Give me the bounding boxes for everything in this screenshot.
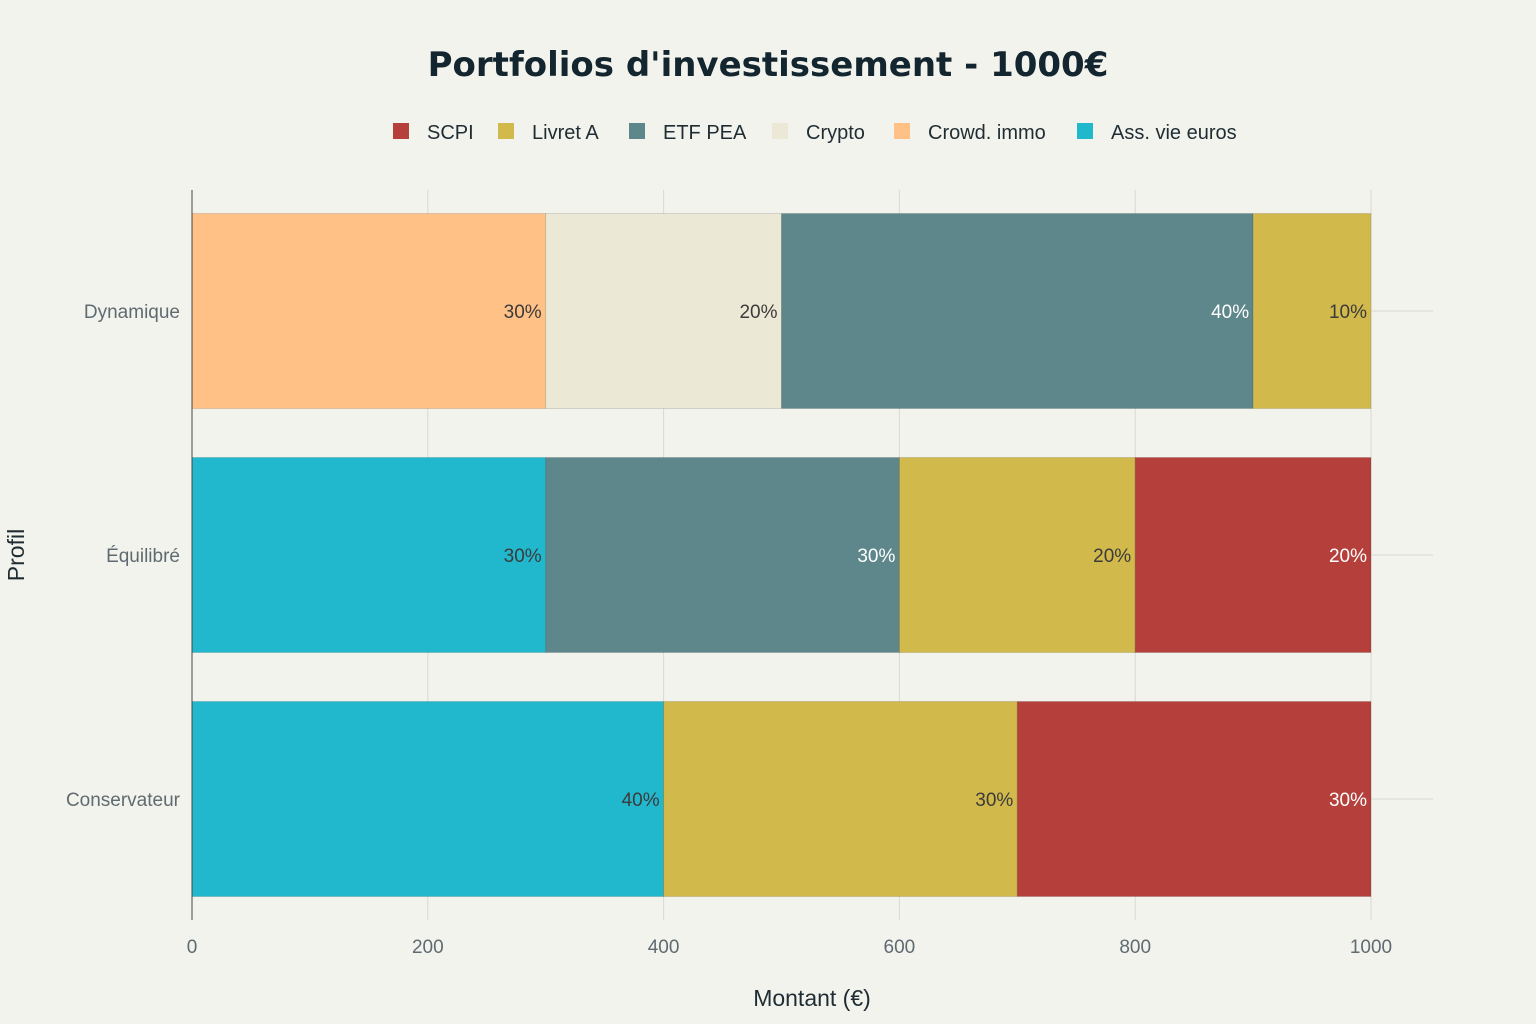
- bar-value-label: 30%: [1329, 790, 1367, 811]
- bars: 30% 20% 40% 10% 30% 30% 20% 20% 40% 30% 30%: [191, 213, 1372, 897]
- legend-swatch: [393, 123, 409, 139]
- legend: SCPI Livret A ETF PEA Crypto Crowd. immo Ass.…: [393, 122, 1237, 144]
- bar-value-label: 20%: [739, 302, 777, 323]
- bar-value-label: 40%: [622, 790, 660, 811]
- bar-segment: [191, 213, 547, 409]
- y-category-label: Conservateur: [66, 790, 181, 811]
- legend-label: Crowd. immo: [928, 122, 1046, 144]
- bar-segment: [545, 457, 900, 653]
- bar-segment: [191, 701, 665, 897]
- legend-swatch: [498, 123, 514, 139]
- x-tick-label: 200: [412, 937, 444, 958]
- legend-label: Crypto: [806, 122, 865, 144]
- legend-swatch: [629, 123, 645, 139]
- bar-value-label: 20%: [1329, 546, 1367, 567]
- bar-segment: [898, 457, 1136, 653]
- y-axis-title: Profil: [3, 529, 29, 581]
- x-tick-label: 1000: [1350, 937, 1392, 958]
- bar-segment: [663, 701, 1018, 897]
- bar-segment: [1252, 213, 1372, 409]
- bar-value-label: 30%: [504, 302, 542, 323]
- legend-swatch: [1077, 123, 1093, 139]
- bar-segment: [1134, 457, 1372, 653]
- legend-label: Ass. vie euros: [1111, 122, 1237, 144]
- legend-label: ETF PEA: [663, 122, 747, 144]
- axes: 0 200 400 600 800 1000 Dynamique Équilibré Conse…: [66, 190, 1392, 958]
- bar-value-label: 20%: [1093, 546, 1131, 567]
- y-category-label: Équilibré: [106, 546, 180, 567]
- legend-swatch: [772, 123, 788, 139]
- legend-swatch: [894, 123, 910, 139]
- legend-label: Livret A: [532, 122, 599, 144]
- x-tick-label: 0: [187, 937, 198, 958]
- bar-value-label: 30%: [857, 546, 895, 567]
- legend-label: SCPI: [427, 122, 474, 144]
- x-axis-title: Montant (€): [753, 985, 871, 1011]
- x-tick-label: 400: [648, 937, 680, 958]
- bar-value-label: 30%: [975, 790, 1013, 811]
- chart-title: Portfolios d'investissement - 1000€: [428, 45, 1109, 85]
- bar-value-label: 30%: [504, 546, 542, 567]
- bar-segment: [1016, 701, 1372, 897]
- x-tick-label: 800: [1119, 937, 1151, 958]
- y-category-label: Dynamique: [84, 302, 180, 323]
- bar-segment: [781, 213, 1254, 409]
- bar-value-label: 40%: [1211, 302, 1249, 323]
- x-tick-label: 600: [884, 937, 916, 958]
- bar-value-label: 10%: [1329, 302, 1367, 323]
- bar-segment: [191, 457, 547, 653]
